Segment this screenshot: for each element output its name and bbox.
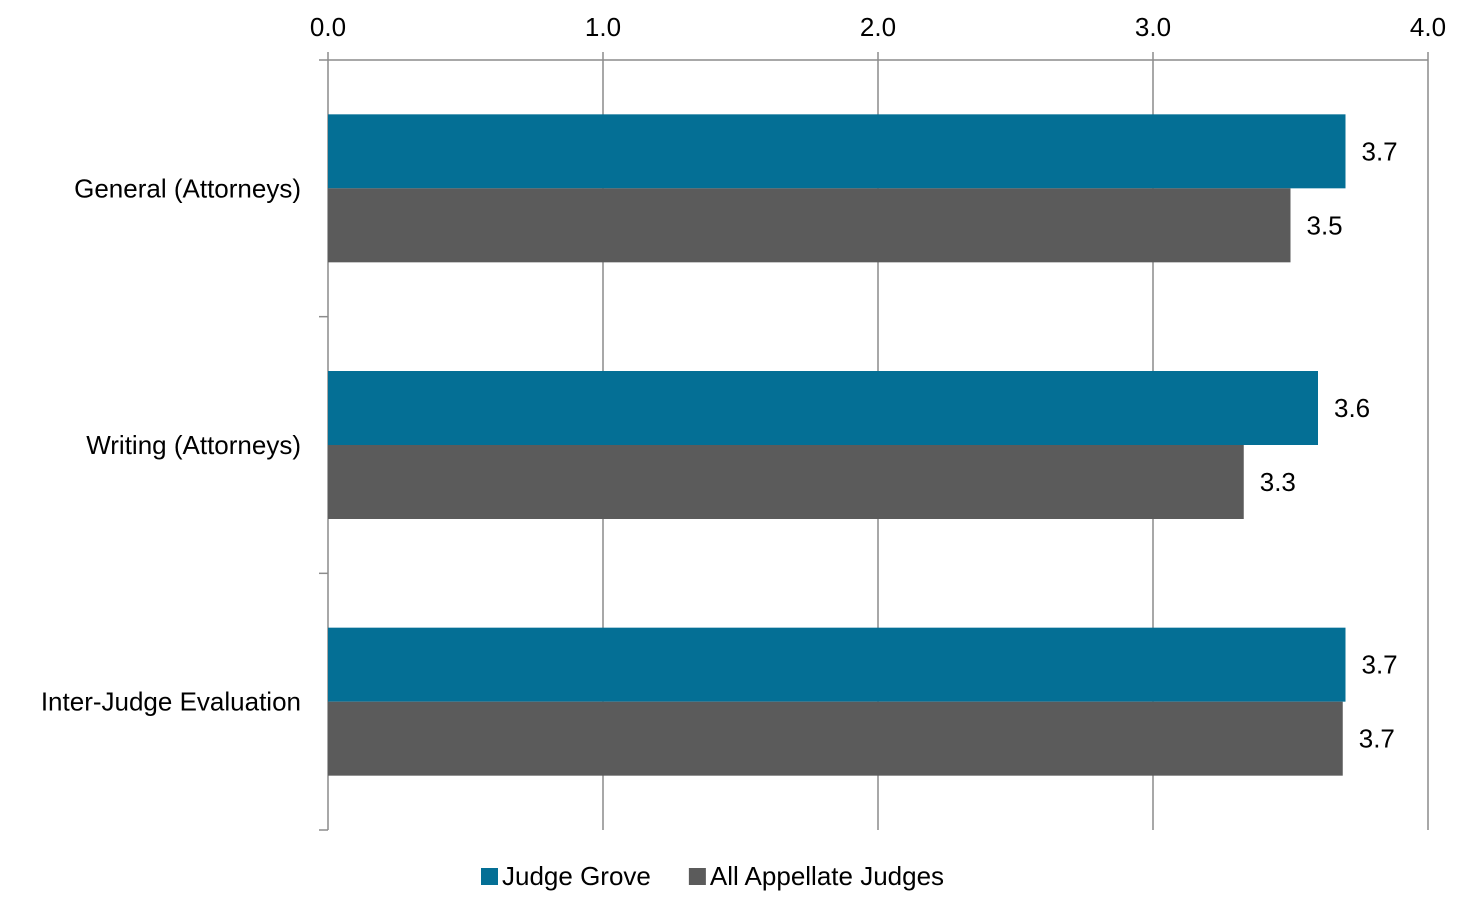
data-label: 3.6	[1334, 393, 1370, 423]
bar	[328, 701, 1343, 776]
bar	[328, 114, 1346, 189]
legend-swatch	[481, 868, 498, 885]
x-tick-label: 2.0	[860, 12, 896, 42]
x-axis-ticks: 0.0 1.0 2.0 3.0 4.0	[310, 12, 1446, 61]
category-label: General (Attorneys)	[74, 173, 301, 203]
legend-swatch	[688, 868, 706, 885]
category-label: Writing (Attorneys)	[86, 430, 301, 460]
data-label: 3.7	[1362, 136, 1398, 166]
bars	[328, 114, 1346, 776]
legend-label: All Appellate Judges	[710, 861, 944, 891]
x-tick-label: 4.0	[1410, 12, 1446, 42]
bar	[328, 445, 1244, 519]
data-label: 3.5	[1307, 210, 1343, 240]
x-tick-label: 0.0	[310, 12, 346, 42]
category-labels: General (Attorneys) Writing (Attorneys) In…	[41, 173, 301, 716]
data-label: 3.7	[1362, 650, 1398, 680]
legend-label: Judge Grove	[502, 861, 651, 891]
data-label: 3.7	[1359, 724, 1395, 754]
data-label: 3.3	[1260, 467, 1296, 497]
category-axis	[319, 59, 329, 831]
legend: Judge Grove All Appellate Judges	[481, 861, 944, 891]
data-labels: 3.7 3.5 3.6 3.3 3.7 3.7	[1260, 136, 1398, 753]
x-tick-label: 1.0	[585, 12, 621, 42]
bar	[328, 371, 1318, 445]
bar	[328, 627, 1346, 702]
bar	[328, 188, 1291, 263]
category-label: Inter-Judge Evaluation	[41, 687, 301, 717]
x-tick-label: 3.0	[1135, 12, 1171, 42]
